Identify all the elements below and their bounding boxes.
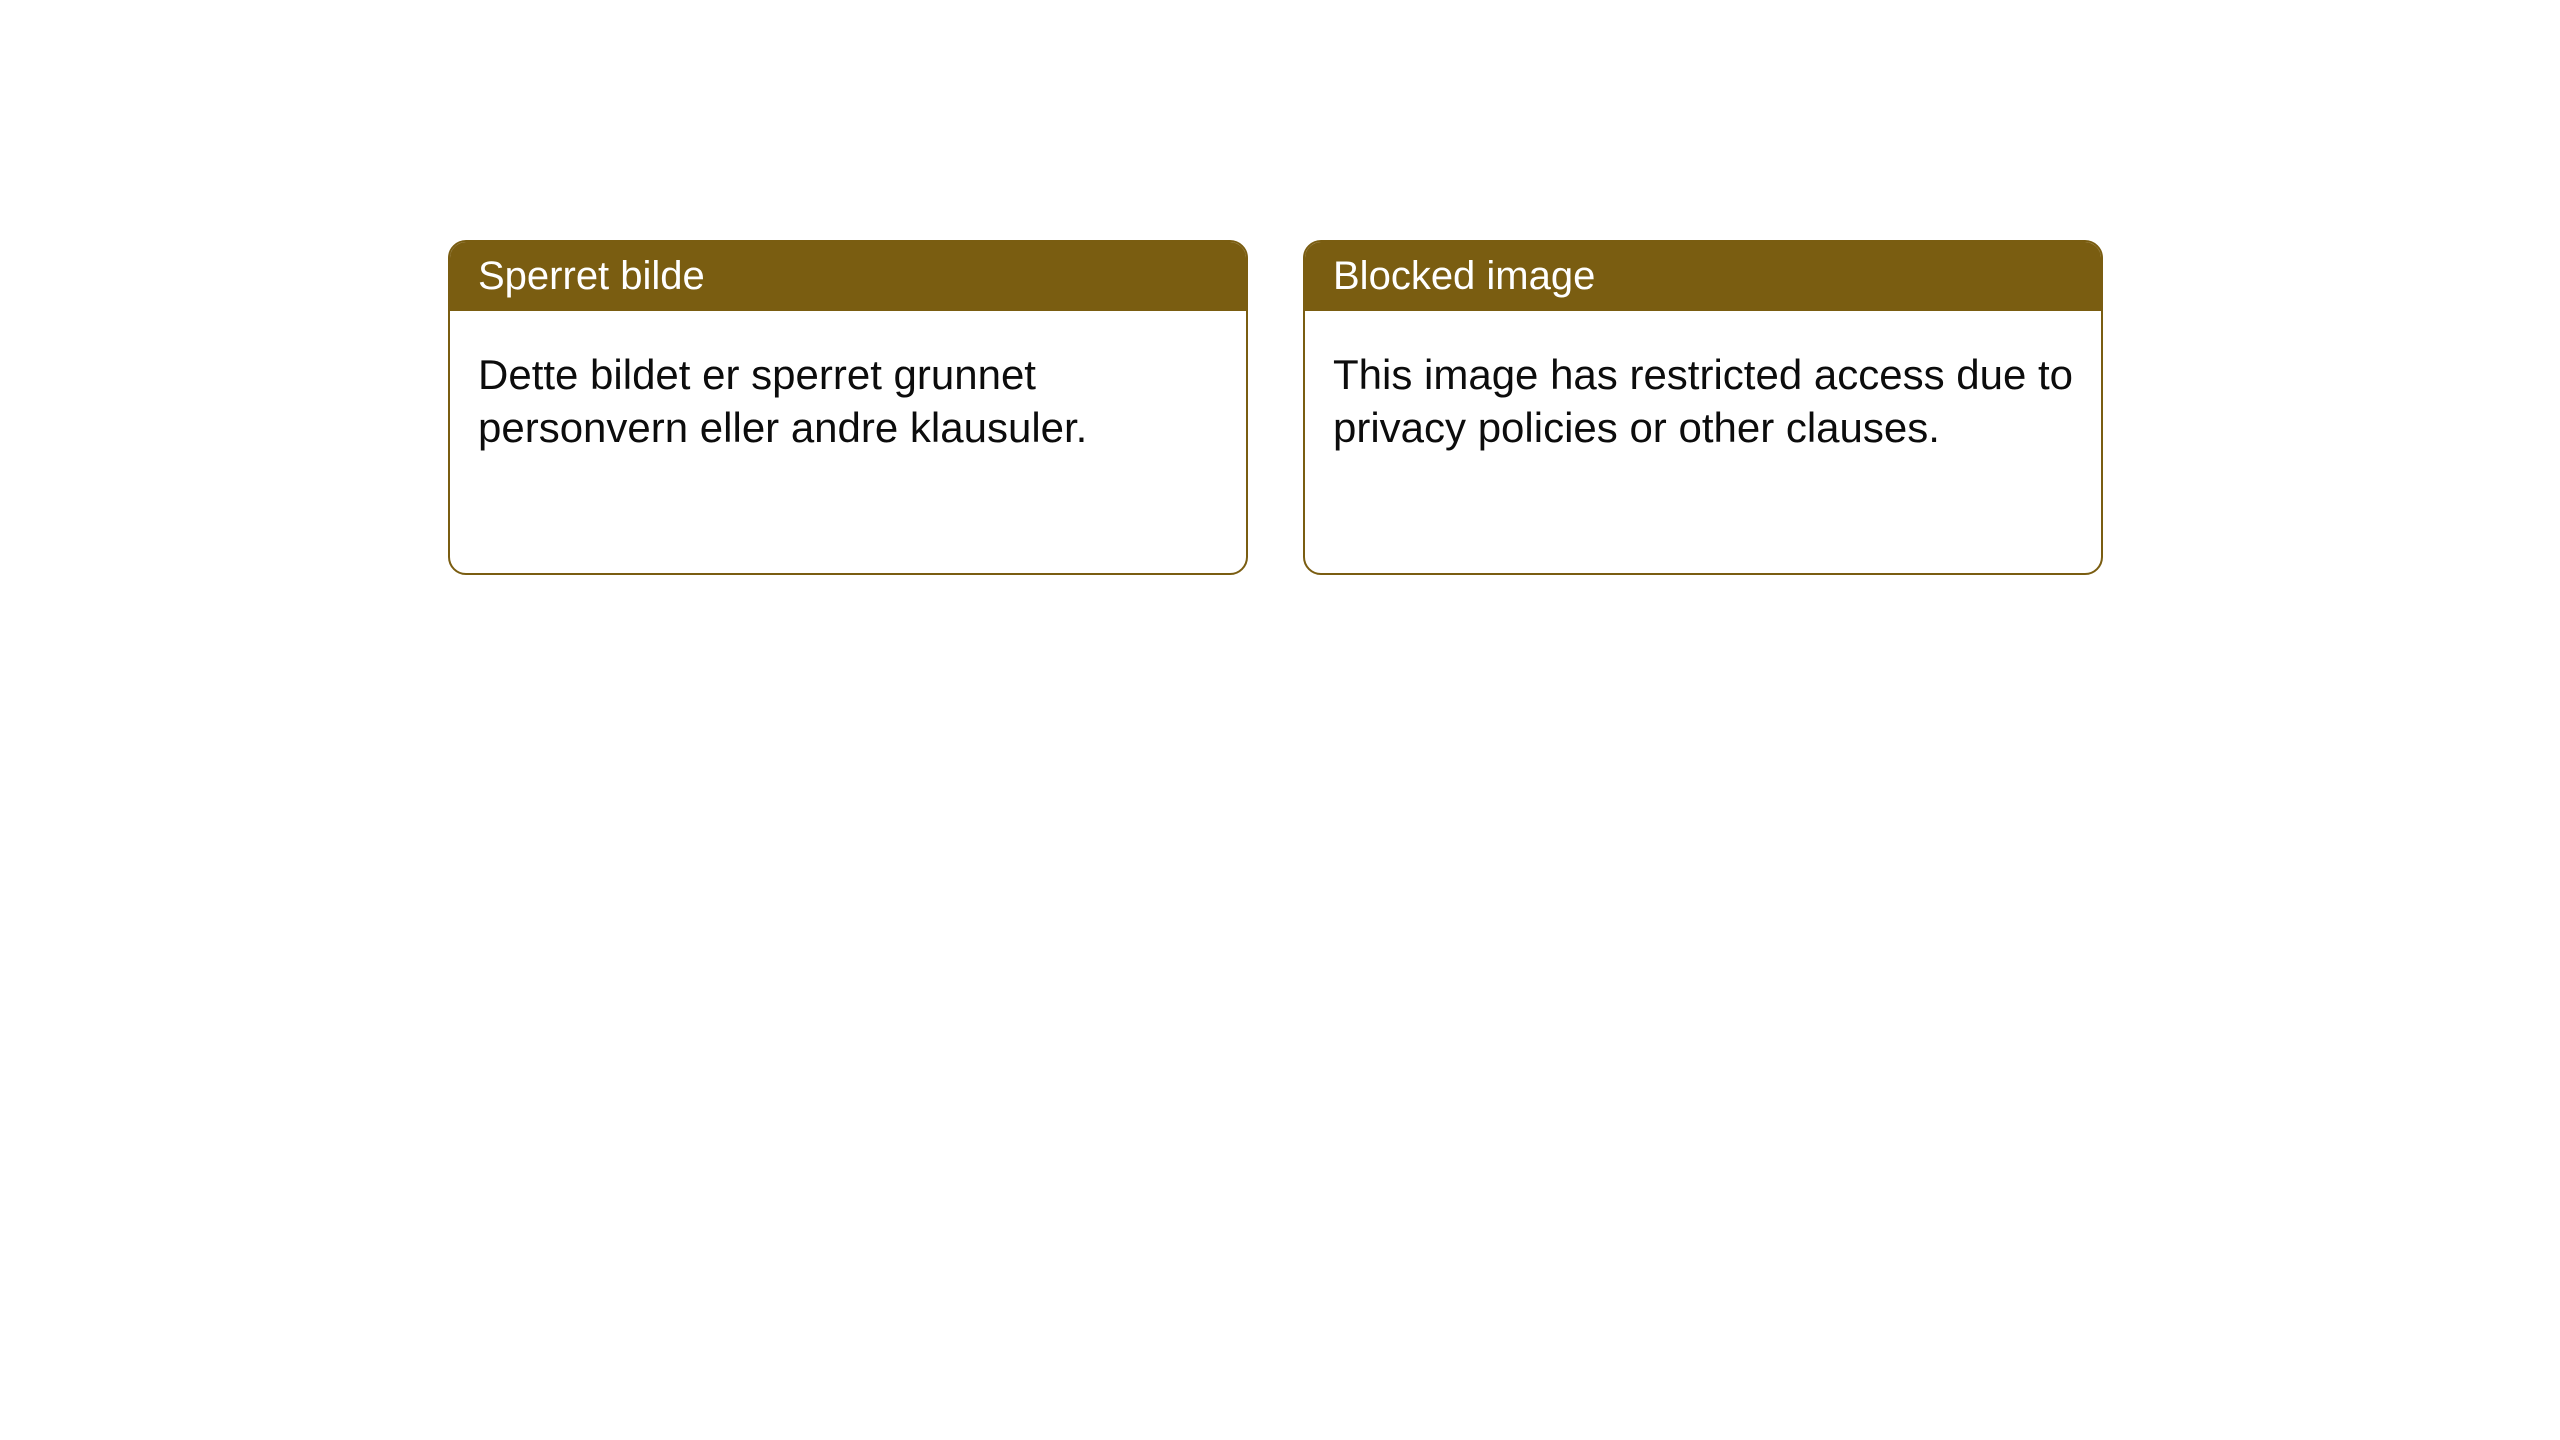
notice-card-container: Sperret bilde Dette bildet er sperret gr… [448, 240, 2103, 575]
card-header: Blocked image [1305, 242, 2101, 311]
notice-card-english: Blocked image This image has restricted … [1303, 240, 2103, 575]
card-message: This image has restricted access due to … [1333, 351, 2073, 451]
card-title: Sperret bilde [478, 254, 705, 298]
card-title: Blocked image [1333, 254, 1595, 298]
card-header: Sperret bilde [450, 242, 1246, 311]
notice-card-norwegian: Sperret bilde Dette bildet er sperret gr… [448, 240, 1248, 575]
card-body: Dette bildet er sperret grunnet personve… [450, 311, 1246, 492]
card-body: This image has restricted access due to … [1305, 311, 2101, 492]
card-message: Dette bildet er sperret grunnet personve… [478, 351, 1087, 451]
